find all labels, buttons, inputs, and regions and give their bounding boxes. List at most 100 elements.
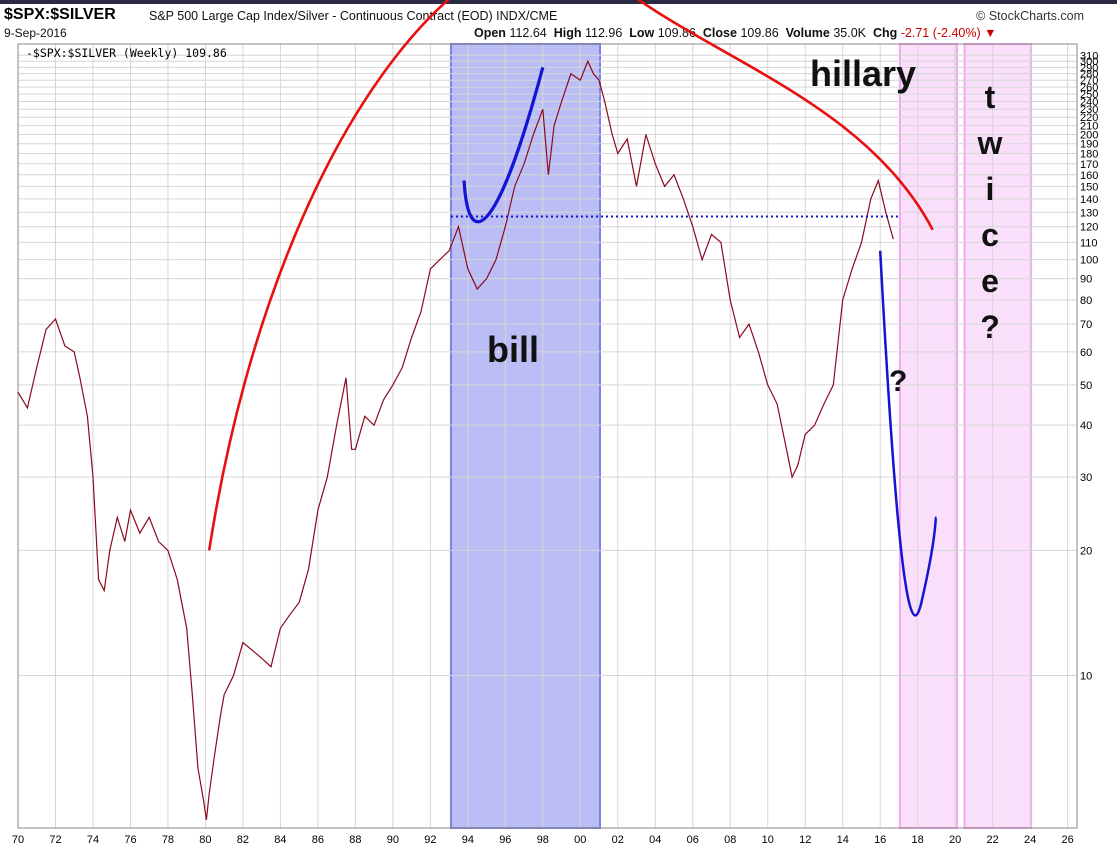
x-tick-label: 00 xyxy=(574,834,586,846)
x-tick-label: 16 xyxy=(874,834,886,846)
y-tick-label: 250 xyxy=(1080,89,1098,101)
y-tick-label: 70 xyxy=(1080,319,1092,331)
y-tick-label: 310 xyxy=(1080,50,1098,62)
chg-down-icon: ▼ xyxy=(984,26,997,40)
y-tick-label: 130 xyxy=(1080,207,1098,219)
x-axis-ticks: 70 72 74 76 78 80 82 84 86 88 90 92 94 96 98 00 02 04 06 08… xyxy=(12,834,1074,846)
twice-letter: t xyxy=(985,79,996,115)
volume-label: Volume xyxy=(785,26,830,40)
open-label: Open xyxy=(474,26,506,40)
question-annotation: ? xyxy=(889,365,907,398)
y-tick-label: 230 xyxy=(1080,104,1098,116)
close-label: Close xyxy=(702,26,737,40)
y-tick-label: 20 xyxy=(1080,545,1092,557)
x-tick-label: 04 xyxy=(649,834,661,846)
x-tick-label: 94 xyxy=(462,834,474,846)
bill-annotation: bill xyxy=(487,329,539,370)
y-tick-label: 200 xyxy=(1080,129,1098,141)
x-tick-label: 06 xyxy=(687,834,699,846)
y-tick-label: 220 xyxy=(1080,112,1098,124)
chg-value: -2.71 (-2.40%) xyxy=(900,26,981,40)
grid xyxy=(17,44,1077,828)
y-tick-label: 300 xyxy=(1080,56,1098,68)
x-tick-label: 18 xyxy=(912,834,924,846)
x-tick-label: 70 xyxy=(12,834,24,846)
bill-band xyxy=(449,43,601,829)
x-tick-label: 24 xyxy=(1024,834,1036,846)
twice-letter: c xyxy=(981,217,999,253)
y-tick-label: 120 xyxy=(1080,222,1098,234)
x-tick-label: 82 xyxy=(237,834,249,846)
x-tick-label: 08 xyxy=(724,834,736,846)
y-tick-label: 190 xyxy=(1080,139,1098,151)
hillary-annotation: hillary xyxy=(810,53,916,94)
y-tick-label: 280 xyxy=(1080,69,1098,81)
top-border xyxy=(0,0,1117,4)
y-tick-label: 210 xyxy=(1080,121,1098,133)
chart-header: $SPX:$SILVER S&P 500 Large Cap Index/Sil… xyxy=(4,6,1114,44)
x-tick-label: 78 xyxy=(162,834,174,846)
blue-curve-forecast xyxy=(878,250,938,617)
y-tick-label: 180 xyxy=(1080,148,1098,160)
hillary-band-1 xyxy=(898,43,959,829)
y-tick-label: 140 xyxy=(1080,194,1098,206)
x-tick-label: 20 xyxy=(949,834,961,846)
y-tick-label: 100 xyxy=(1080,255,1098,267)
x-tick-label: 76 xyxy=(124,834,136,846)
y-tick-label: 50 xyxy=(1080,380,1092,392)
hillary-band-2 xyxy=(963,43,1033,829)
y-tick-label: 170 xyxy=(1080,159,1098,171)
twice-letter: w xyxy=(977,125,1003,161)
chg-label: Chg xyxy=(872,26,898,40)
y-tick-label: 60 xyxy=(1080,347,1092,359)
x-tick-label: 14 xyxy=(837,834,849,846)
high-label: High xyxy=(553,26,582,40)
chart-description: S&P 500 Large Cap Index/Silver - Continu… xyxy=(149,9,558,23)
stockcharts-brand[interactable]: © StockCharts.com xyxy=(976,9,1084,23)
y-tick-label: 110 xyxy=(1080,237,1098,249)
x-tick-label: 10 xyxy=(762,834,774,846)
y-tick-label: 80 xyxy=(1080,295,1092,307)
x-tick-label: 98 xyxy=(537,834,549,846)
y-tick-label: 90 xyxy=(1080,274,1092,286)
y-tick-label: 150 xyxy=(1080,181,1098,193)
x-tick-label: 72 xyxy=(49,834,61,846)
y-tick-label: 240 xyxy=(1080,97,1098,109)
y-tick-label: 160 xyxy=(1080,170,1098,182)
chart-symbol: $SPX:$SILVER xyxy=(4,6,116,23)
y-tick-label: 290 xyxy=(1080,62,1098,74)
x-tick-label: 92 xyxy=(424,834,436,846)
low-label: Low xyxy=(629,26,655,40)
y-axis-ticks: 1020304050607080901001101201301401501601… xyxy=(1080,50,1098,682)
x-tick-label: 02 xyxy=(612,834,624,846)
high-value: 112.96 xyxy=(584,26,623,40)
open-value: 112.64 xyxy=(509,26,547,40)
x-tick-label: 96 xyxy=(499,834,511,846)
x-tick-label: 12 xyxy=(799,834,811,846)
twice-letter: e xyxy=(981,263,999,299)
twice-letter: i xyxy=(986,171,995,207)
x-tick-label: 88 xyxy=(349,834,361,846)
price-stats: Open 112.64 High 112.96 Low 109.86 Close… xyxy=(474,26,997,40)
chart-date: 9-Sep-2016 xyxy=(4,26,67,40)
shaded-bands xyxy=(449,43,1033,829)
x-tick-label: 90 xyxy=(387,834,399,846)
plot-frame xyxy=(17,43,1078,829)
x-tick-label: 26 xyxy=(1062,834,1074,846)
red-arc-annotation xyxy=(207,0,934,551)
x-tick-label: 80 xyxy=(199,834,211,846)
y-tick-label: 10 xyxy=(1080,671,1092,683)
price-series-line xyxy=(17,59,894,820)
x-tick-label: 86 xyxy=(312,834,324,846)
y-tick-label: 30 xyxy=(1080,472,1092,484)
x-tick-label: 74 xyxy=(87,834,99,846)
legend-label: -$SPX:$SILVER (Weekly) 109.86 xyxy=(26,46,227,60)
close-value: 109.86 xyxy=(740,26,779,40)
x-tick-label: 22 xyxy=(987,834,999,846)
y-tick-label: 260 xyxy=(1080,82,1098,94)
volume-value: 35.0K xyxy=(833,26,867,40)
y-tick-label: 40 xyxy=(1080,420,1092,432)
y-tick-label: 270 xyxy=(1080,75,1098,87)
